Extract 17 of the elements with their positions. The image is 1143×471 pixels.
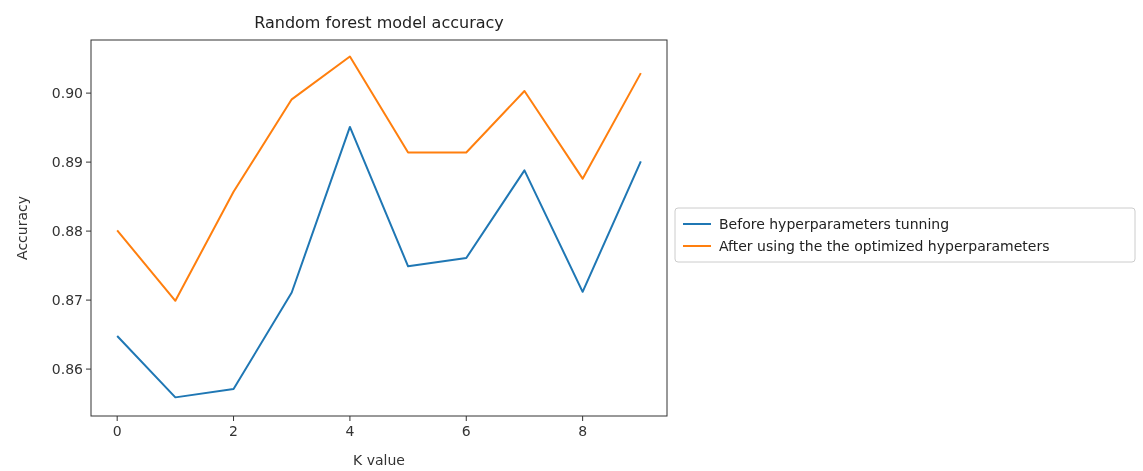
legend-label: After using the the optimized hyperparameters <box>719 237 1050 254</box>
y-tick-label: 0.89 <box>51 154 83 171</box>
legend-label: Before hyperparameters tunning <box>719 215 950 232</box>
x-tick-label: 8 <box>578 423 588 439</box>
line-series <box>116 55 642 302</box>
y-tick-label: 0.87 <box>51 292 83 308</box>
line-series <box>116 125 642 399</box>
y-tick-label: 0.88 <box>51 223 83 239</box>
y-axis-title: Accuracy <box>14 196 30 260</box>
x-axis-title: K value <box>353 452 405 468</box>
y-tick-label: 0.86 <box>51 360 84 377</box>
x-tick-label: 6 <box>461 423 471 439</box>
x-tick-label: 4 <box>345 423 355 439</box>
x-tick-label: 0 <box>112 423 122 439</box>
y-tick-label: 0.90 <box>51 85 83 102</box>
chart-title: Random forest model accuracy <box>254 13 504 32</box>
x-tick-label: 2 <box>229 423 239 439</box>
